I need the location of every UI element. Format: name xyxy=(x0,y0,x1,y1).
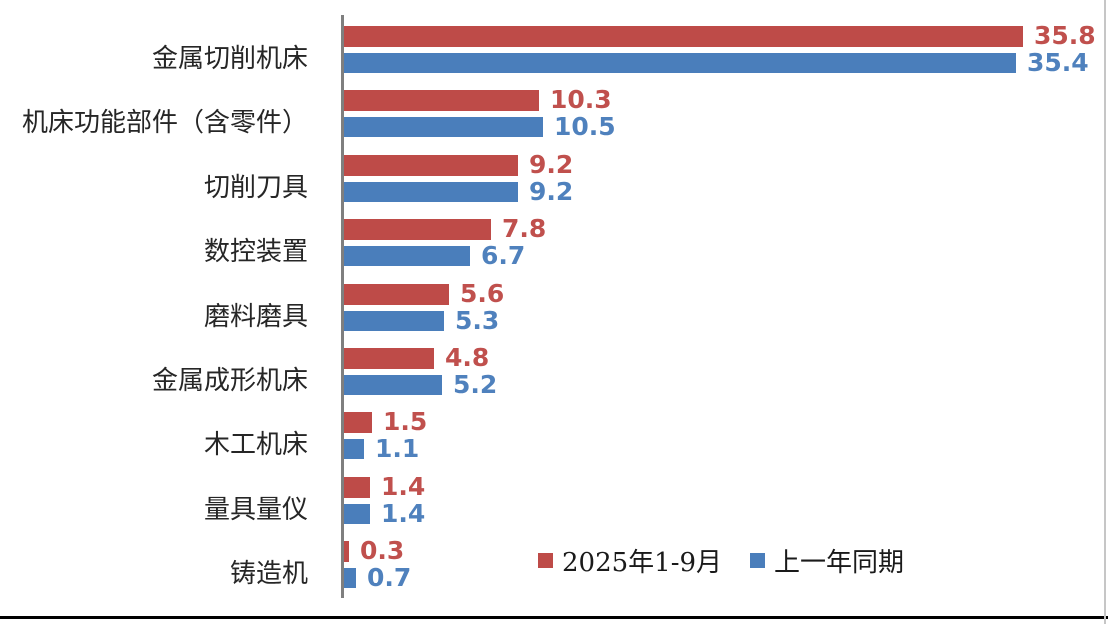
category-label: 铸造机 xyxy=(229,559,308,590)
category-label: 磨料磨具 xyxy=(203,301,308,332)
bar-previous-period xyxy=(343,181,518,202)
category-row: 机床功能部件（含零件） 10.3 10.5 xyxy=(0,84,1108,148)
bar-previous-period xyxy=(343,375,442,395)
y-axis-line xyxy=(341,15,344,598)
bar-current-period xyxy=(343,90,539,112)
bar-previous-period xyxy=(343,310,444,331)
right-border-line xyxy=(1104,0,1106,624)
value-label-current: 7.8 xyxy=(502,214,547,244)
value-label-current: 9.2 xyxy=(529,149,574,179)
bar-current-period xyxy=(343,26,1023,47)
bar-current-period xyxy=(343,476,370,498)
legend-marker-previous-icon xyxy=(750,553,766,568)
value-label-previous: 9.2 xyxy=(529,176,574,206)
category-row: 量具量仪 1.4 1.4 xyxy=(0,471,1108,535)
bar-current-period xyxy=(343,219,491,241)
value-label-current: 4.8 xyxy=(445,343,490,372)
bar-current-period xyxy=(343,541,349,563)
value-label-previous: 1.4 xyxy=(381,498,426,528)
bar-current-period xyxy=(343,154,518,176)
value-label-current: 0.3 xyxy=(360,536,405,566)
bar-current-period xyxy=(343,412,372,434)
bar-previous-period xyxy=(343,439,364,460)
category-row: 切削刀具 9.2 9.2 xyxy=(0,149,1108,213)
category-row: 铸造机 0.3 0.7 xyxy=(0,535,1108,599)
category-label: 机床功能部件（含零件） xyxy=(21,108,308,139)
category-row: 木工机床 1.5 1.1 xyxy=(0,406,1108,470)
value-label-previous: 35.4 xyxy=(1027,48,1089,77)
category-row: 磨料磨具 5.6 5.3 xyxy=(0,278,1108,342)
bar-previous-period xyxy=(343,568,356,589)
value-label-current: 1.5 xyxy=(383,407,428,437)
bar-current-period xyxy=(343,283,449,305)
bar-previous-period xyxy=(343,53,1016,73)
legend: 2025年1-9月 上一年同期 xyxy=(538,542,904,579)
bar-previous-period xyxy=(343,246,470,267)
value-label-current: 10.3 xyxy=(550,85,612,115)
value-label-previous: 6.7 xyxy=(481,241,526,271)
value-label-previous: 1.1 xyxy=(375,434,420,464)
value-label-current: 35.8 xyxy=(1034,21,1096,50)
category-label: 数控装置 xyxy=(203,237,308,268)
legend-item-previous: 上一年同期 xyxy=(750,542,904,579)
bar-previous-period xyxy=(343,117,543,138)
category-row: 金属切削机床 35.8 35.4 xyxy=(0,20,1108,84)
bar-current-period xyxy=(343,348,434,369)
bar-previous-period xyxy=(343,503,370,524)
category-label: 木工机床 xyxy=(203,430,308,461)
category-label: 切削刀具 xyxy=(203,172,308,203)
bottom-border-line xyxy=(0,616,1108,619)
value-label-previous: 10.5 xyxy=(554,112,616,142)
category-row: 数控装置 7.8 6.7 xyxy=(0,213,1108,277)
category-row: 金属成形机床 4.8 5.2 xyxy=(0,342,1108,406)
value-label-current: 1.4 xyxy=(381,471,426,501)
legend-label-previous: 上一年同期 xyxy=(774,548,905,578)
value-label-previous: 5.3 xyxy=(455,305,500,335)
legend-marker-current-icon xyxy=(538,553,553,568)
category-label: 金属切削机床 xyxy=(151,44,308,74)
category-label: 量具量仪 xyxy=(203,494,308,525)
category-label: 金属成形机床 xyxy=(151,366,308,396)
value-label-previous: 0.7 xyxy=(367,563,412,593)
legend-label-current: 2025年1-9月 xyxy=(562,548,723,578)
legend-item-current: 2025年1-9月 xyxy=(538,542,722,579)
value-label-previous: 5.2 xyxy=(453,370,498,399)
value-label-current: 5.6 xyxy=(460,278,505,308)
